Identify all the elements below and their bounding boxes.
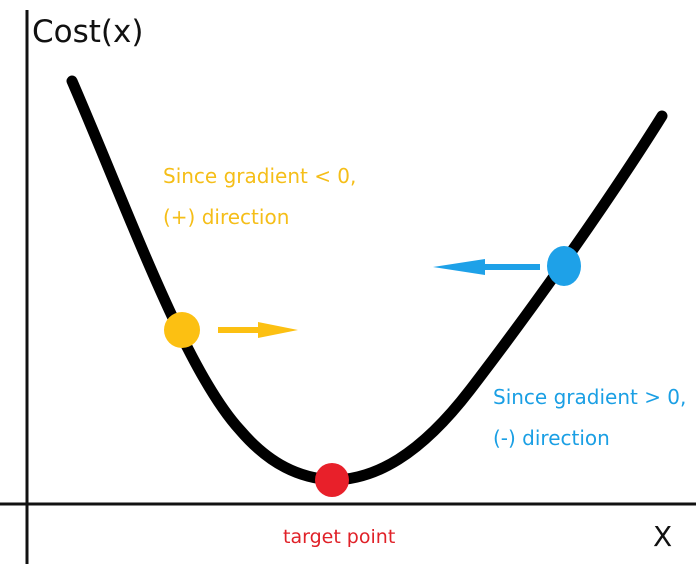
left-annotation-line1: Since gradient < 0,: [163, 164, 357, 188]
left-arrow-icon: [433, 259, 540, 275]
right-annotation-line2: (-) direction: [493, 426, 610, 450]
left-annotation-line2: (+) direction: [163, 205, 290, 229]
right-arrow-icon: [218, 322, 298, 338]
target-point-label: target point: [283, 526, 396, 548]
left-gradient-point: [164, 312, 200, 348]
right-annotation-line1: Since gradient > 0,: [493, 385, 687, 409]
right-gradient-point: [547, 246, 581, 286]
y-axis-label: Cost(x): [32, 14, 144, 50]
target-point-marker: [315, 463, 349, 497]
x-axis-label: X: [653, 520, 673, 553]
